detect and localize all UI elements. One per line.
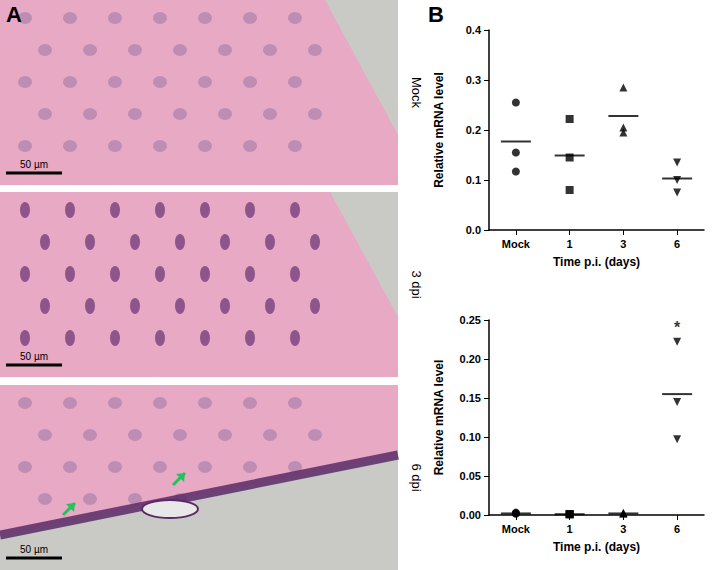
svg-text:0.3: 0.3	[466, 74, 481, 86]
svg-text:0.00: 0.00	[460, 509, 481, 521]
svg-text:6: 6	[674, 238, 680, 250]
svg-text:1: 1	[567, 523, 573, 535]
svg-text:Time p.i. (days): Time p.i. (days)	[553, 540, 640, 554]
svg-text:Mock: Mock	[409, 77, 424, 109]
svg-text:0.4: 0.4	[466, 24, 482, 36]
svg-text:50 µm: 50 µm	[20, 351, 48, 362]
svg-text:0.0: 0.0	[466, 224, 481, 236]
svg-text:Relative mRNA level: Relative mRNA level	[432, 72, 446, 188]
svg-text:0.2: 0.2	[466, 124, 481, 136]
svg-text:0.05: 0.05	[460, 470, 481, 482]
svg-text:0.1: 0.1	[466, 174, 481, 186]
svg-text:0.20: 0.20	[460, 353, 481, 365]
svg-text:*: *	[674, 319, 681, 336]
svg-text:0.15: 0.15	[460, 392, 481, 404]
html-text:B: B	[428, 2, 444, 27]
svg-text:50 µm: 50 µm	[20, 159, 48, 170]
svg-text:Relative mRNA level: Relative mRNA level	[432, 360, 446, 476]
svg-text:Time p.i. (days): Time p.i. (days)	[553, 255, 640, 269]
svg-text:Mock: Mock	[502, 238, 531, 250]
svg-text:0.25: 0.25	[460, 314, 481, 326]
svg-text:A: A	[6, 2, 22, 27]
svg-text:3: 3	[620, 238, 626, 250]
svg-text:1: 1	[567, 238, 573, 250]
svg-text:50 µm: 50 µm	[20, 544, 48, 555]
svg-text:3 dpi: 3 dpi	[409, 270, 424, 298]
svg-text:0.10: 0.10	[460, 431, 481, 443]
svg-text:6: 6	[674, 523, 680, 535]
svg-text:Mock: Mock	[502, 523, 531, 535]
svg-text:6 dpi: 6 dpi	[409, 463, 424, 491]
svg-text:3: 3	[620, 523, 626, 535]
